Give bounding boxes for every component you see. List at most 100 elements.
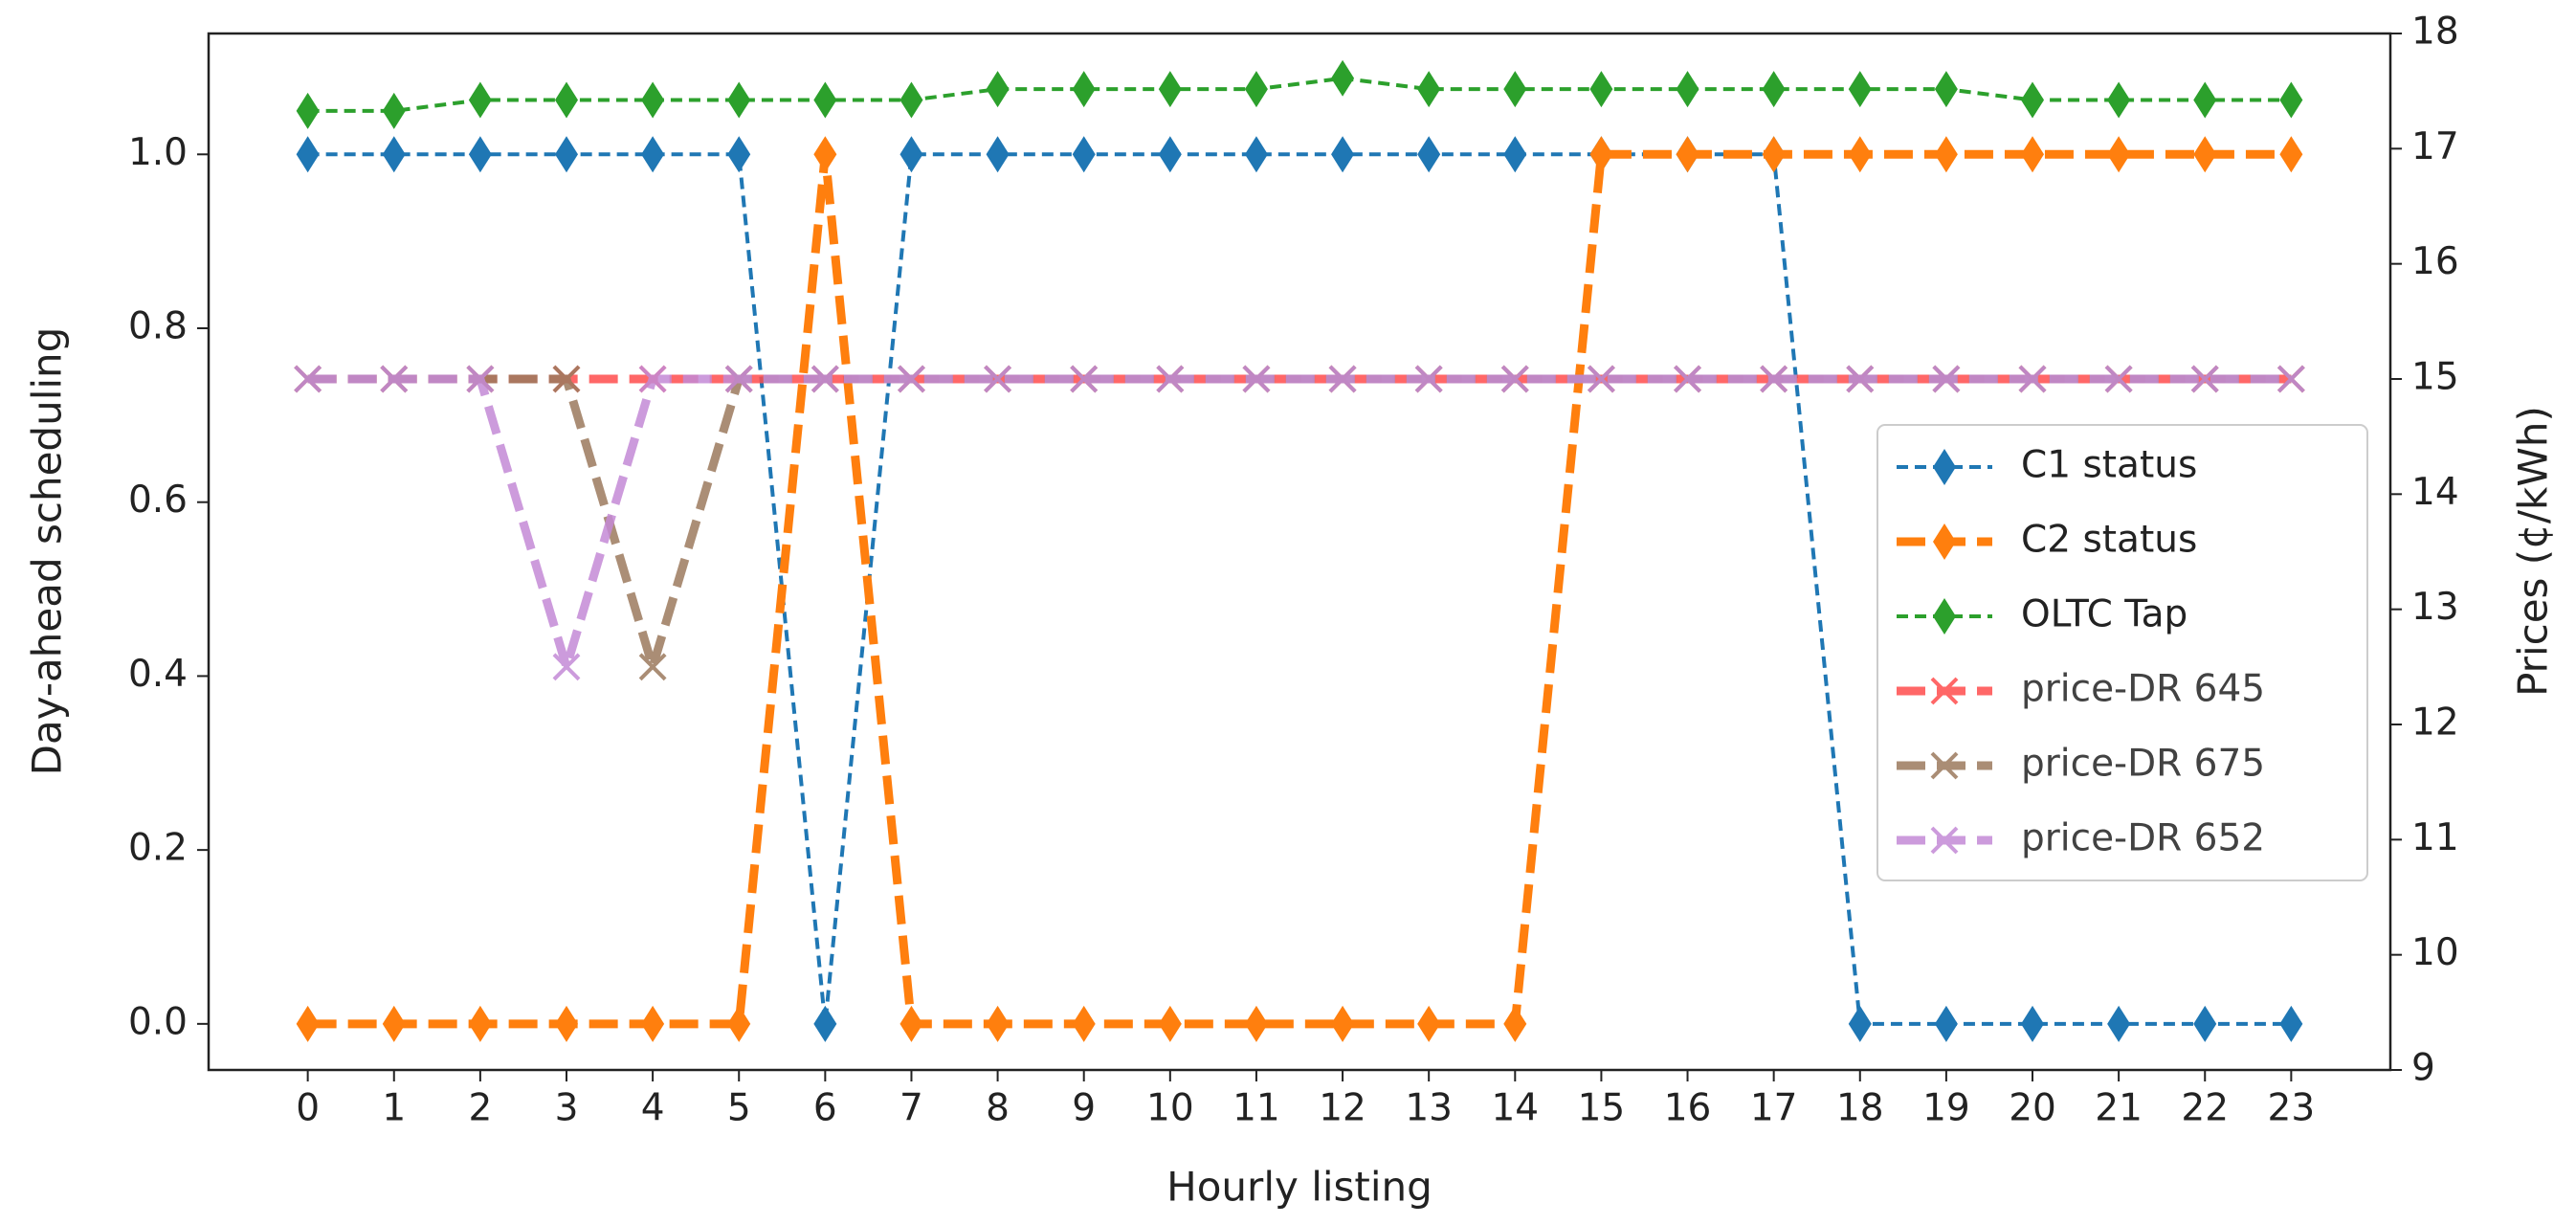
data-point [899,1005,923,1042]
data-point [1760,365,1788,393]
data-point [294,365,322,393]
x-tick-label: 23 [2268,1087,2316,1130]
data-point [1328,365,1357,393]
x-tick-label: 10 [1146,1087,1194,1130]
data-point [1244,136,1268,173]
data-point [1331,1005,1355,1042]
y-tick-label: 0.4 [128,653,188,696]
data-point [2107,136,2131,173]
legend-label: C2 status [2021,519,2197,562]
data-point [296,92,320,129]
x-tick-label: 8 [986,1087,1010,1130]
data-point [2021,81,2045,119]
series [296,136,2303,1042]
x-tick-label: 5 [727,1087,751,1130]
data-point [1762,71,1786,108]
data-point [1158,136,1182,173]
data-point [1417,1005,1441,1042]
data-point [2193,136,2217,173]
legend-label: price-DR 652 [2021,817,2265,860]
series-line [307,149,2292,1029]
data-point [1762,136,1786,173]
data-point [986,1005,1010,1042]
data-point [641,81,665,119]
data-point [2104,365,2133,393]
data-point [1934,136,1958,173]
data-point [1676,71,1699,108]
x-tick-label: 6 [813,1087,837,1130]
data-point [2021,1005,2045,1042]
legend-item: C2 status [1897,519,2197,562]
series-line [307,152,2292,1026]
x-tick-label: 7 [899,1087,923,1130]
data-point [2107,1005,2131,1042]
legend-label: price-DR 645 [2021,668,2265,711]
x-tick-label: 3 [555,1087,579,1130]
data-point [1331,59,1355,97]
data-point [2279,81,2303,119]
x-tick-label: 19 [1922,1087,1970,1130]
data-point [1072,136,1096,173]
data-point [727,81,751,119]
data-point [986,71,1010,108]
data-point [986,136,1010,173]
data-point [2276,365,2305,393]
x-tick-label: 13 [1405,1087,1453,1130]
data-point [1331,136,1355,173]
y2-tick-label: 14 [2411,471,2459,514]
y2-axis-label: Prices (¢/kWh) [2510,406,2557,697]
data-point [2193,1005,2217,1042]
data-point [554,1005,578,1042]
y2-tick-label: 16 [2411,240,2459,283]
x-tick-label: 16 [1664,1087,1712,1130]
data-point [1932,365,1961,393]
series-line [307,374,2292,682]
data-point [1072,1005,1096,1042]
legend-marker [1933,449,1956,485]
plot-frame [207,32,2392,1072]
x-tick-label: 14 [1491,1087,1539,1130]
data-point [1072,71,1096,108]
y2-tick-label: 13 [2411,586,2459,629]
legend-label: price-DR 675 [2021,743,2265,786]
legend-marker [1933,523,1956,560]
x-tick-label: 2 [468,1087,492,1130]
data-point [898,365,925,393]
data-point [380,365,409,393]
x-tick-label: 15 [1578,1087,1626,1130]
data-point [468,136,492,173]
data-point [466,365,495,393]
series-line [307,76,2292,113]
x-axis-label: Hourly listing [1166,1164,1432,1211]
y2-tick-label: 18 [2411,11,2459,54]
y-tick-label: 0.2 [128,827,188,870]
data-point [2018,365,2047,393]
data-point [1158,1005,1182,1042]
data-point [2279,1005,2303,1042]
data-point [638,365,667,393]
y2-tick-label: 10 [2411,931,2459,974]
y2-tick-label: 17 [2411,125,2459,168]
series [296,136,2303,1042]
y2-tick-label: 11 [2411,816,2459,859]
legend-box [1876,424,2368,881]
x-tick-label: 21 [2095,1087,2143,1130]
data-point [1503,136,1527,173]
x-tick-label: 18 [1836,1087,1884,1130]
data-point [641,1005,665,1042]
data-point [638,653,667,681]
data-point [1070,365,1099,393]
data-point [1848,1005,1872,1042]
x-tick-label: 11 [1232,1087,1280,1130]
data-point [1589,71,1613,108]
legend-label: C1 status [2021,444,2197,487]
data-point [1676,136,1699,173]
y-tick-label: 0.0 [128,1000,188,1043]
data-point [382,136,406,173]
data-point [811,365,839,393]
data-point [813,81,837,119]
data-point [554,81,578,119]
legend-item: OLTC Tap [1897,593,2187,636]
data-point [641,136,665,173]
